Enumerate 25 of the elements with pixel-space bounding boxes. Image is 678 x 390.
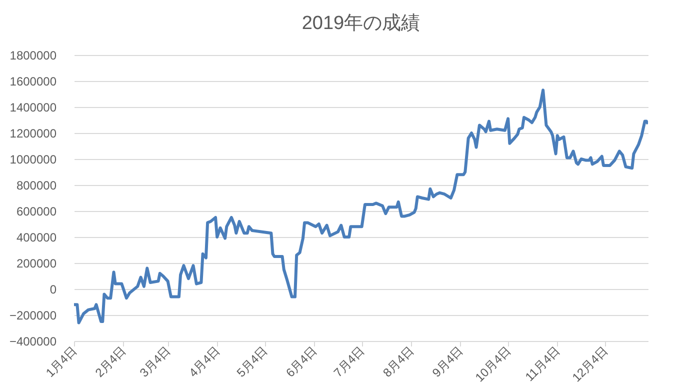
x-tick-label: 2月4日 xyxy=(92,344,129,380)
y-tick-label: 1400000 xyxy=(10,100,57,114)
y-tick-label: 200000 xyxy=(16,256,57,270)
x-tick-label: 7月4日 xyxy=(330,344,368,380)
y-tick-label: 1600000 xyxy=(10,74,57,88)
y-tick-label: −200000 xyxy=(9,308,57,322)
x-tick-label: 12月4日 xyxy=(569,344,611,385)
y-tick-label: 1200000 xyxy=(10,126,57,140)
y-tick-label: 1000000 xyxy=(10,152,57,166)
x-tick-label: 3月4日 xyxy=(136,344,174,380)
x-tick-label: 4月4日 xyxy=(186,344,223,380)
x-tick-label: 5月4日 xyxy=(234,344,270,380)
y-tick-label: 0 xyxy=(50,282,57,296)
y-tick-label: 1800000 xyxy=(10,48,57,62)
chart-title: 2019年の成績 xyxy=(302,13,420,34)
x-tick-label: 6月4日 xyxy=(283,344,320,380)
x-tick-label: 8月4日 xyxy=(380,344,417,380)
x-tick-label: 9月4日 xyxy=(430,344,466,380)
y-tick-label: −400000 xyxy=(9,334,57,348)
x-tick-label: 10月4日 xyxy=(472,344,514,385)
y-tick-label: 600000 xyxy=(16,204,57,218)
line-series xyxy=(74,88,648,324)
y-tick-label: 800000 xyxy=(16,178,57,192)
y-tick-label: 400000 xyxy=(16,230,57,244)
x-tick-label: 11月4日 xyxy=(522,344,563,384)
